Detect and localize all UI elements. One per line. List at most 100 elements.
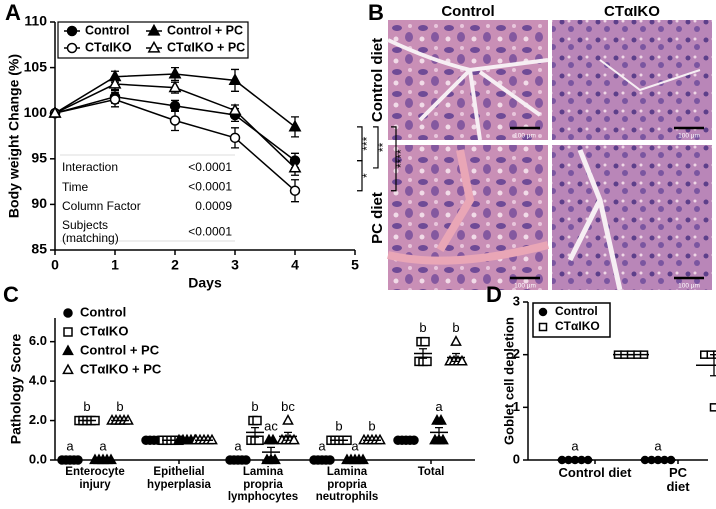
data-point [288,433,300,445]
data-point [374,433,386,445]
significance-letter: a [234,438,242,453]
legend-marker [538,322,548,332]
data-point [169,115,181,126]
significance-label: *** [360,136,374,150]
scale-bar-label: 100 µm [678,133,700,140]
histology-image [552,20,712,140]
error-bar [435,427,443,438]
legend-label: CTαIKO [80,323,128,338]
data-point [229,132,241,144]
y-tick-label: 90 [31,195,47,211]
row-header: Control diet [369,38,386,122]
panel-label: A [5,0,21,25]
significance-letter: a [435,399,443,414]
significance-letter: b [116,399,123,414]
legend-marker [66,25,78,37]
y-tick-label: 85 [31,241,47,257]
data-point [252,415,262,426]
legend-marker [62,363,74,375]
data-point [422,356,432,367]
column-header: CTαIKO [604,3,660,20]
significance-letter: b [335,419,342,434]
legend-label: Control + PC [80,342,160,357]
stats-label: Subjects (matching) [62,217,119,245]
y-axis-label: Goblet cell depletion [501,317,516,445]
stats-value: <0.0001 [188,225,232,239]
error-bar [284,431,292,441]
data-point [169,100,181,112]
legend-marker [62,344,74,356]
error-bar [452,352,460,363]
significance-bracket [357,126,363,162]
tissue-muscle [387,149,549,265]
significance-letter: a [571,438,579,453]
error-bar [251,427,259,438]
legend-label: CTαIKO + PC [80,361,162,376]
error-bar [710,354,716,377]
panel-label: D [486,282,502,307]
y-tick-label: 3 [513,293,520,308]
significance-letter: bc [281,399,295,414]
error-bar [419,348,427,359]
x-tick-label: Enterocyte injury [65,466,125,491]
y-tick-label: 0.0 [29,451,47,466]
histology-image [388,145,548,290]
stats-value: <0.0001 [188,160,232,174]
significance-letter: b [452,320,459,335]
data-point [122,413,134,425]
x-tick-label: 2 [171,257,179,273]
legend-label: Control + PC [167,23,243,37]
x-tick-label: 5 [351,257,359,273]
legend-marker [63,327,73,337]
significance-letter: a [99,438,107,453]
scale-bar-label: 100 µm [678,283,700,290]
x-tick-label: 4 [291,257,299,273]
histology-image [552,145,712,290]
legend-marker [66,42,78,54]
data-point [105,453,117,465]
x-tick-label: 0 [51,257,59,273]
data-point [269,453,281,465]
significance-bracket [373,126,379,169]
data-point [108,76,122,89]
y-tick-label: 2 [513,346,520,361]
data-point [267,433,279,445]
y-tick-label: 105 [24,58,48,74]
significance-label: ** [376,142,390,152]
tissue-lumen [387,38,549,141]
x-tick-label: 1 [111,257,119,273]
panel-label: B [368,0,384,25]
legend-label: CTαIKO + PC [167,40,245,54]
significance-letter: a [66,438,74,453]
stats-value: <0.0001 [188,180,232,194]
legend-label: Control [85,23,129,37]
significance-letter: b [368,419,375,434]
y-tick-label: 110 [24,13,47,29]
data-point [289,185,301,196]
y-tick-label: 4.0 [29,373,47,388]
data-point [288,119,302,132]
tissue-lumen [567,149,623,291]
x-axis-label: Days [188,275,222,291]
x-tick-label: 3 [231,257,239,273]
stats-label: Interaction [62,160,119,174]
panel-label: C [3,282,19,307]
significance-letter: ac [264,419,278,434]
data-point [450,335,462,346]
x-tick-label: Lamina propria neutrophils [315,466,379,503]
significance-letter: b [83,399,90,414]
y-axis-label: Body weight Change (%) [6,54,22,218]
data-point [357,453,369,465]
x-tick-label: Epithelial hyperplasia [147,466,211,491]
data-point [228,103,242,116]
legend-marker [147,23,161,36]
error-bar [267,446,275,458]
y-axis-label: Pathology Score [8,334,24,445]
x-tick-label: Total [417,466,445,478]
data-point [288,160,302,173]
y-tick-label: 6.0 [29,333,47,348]
data-point [282,413,294,425]
y-tick-label: 95 [31,150,47,166]
significance-letter: a [654,438,662,453]
y-tick-label: 0 [513,451,520,466]
